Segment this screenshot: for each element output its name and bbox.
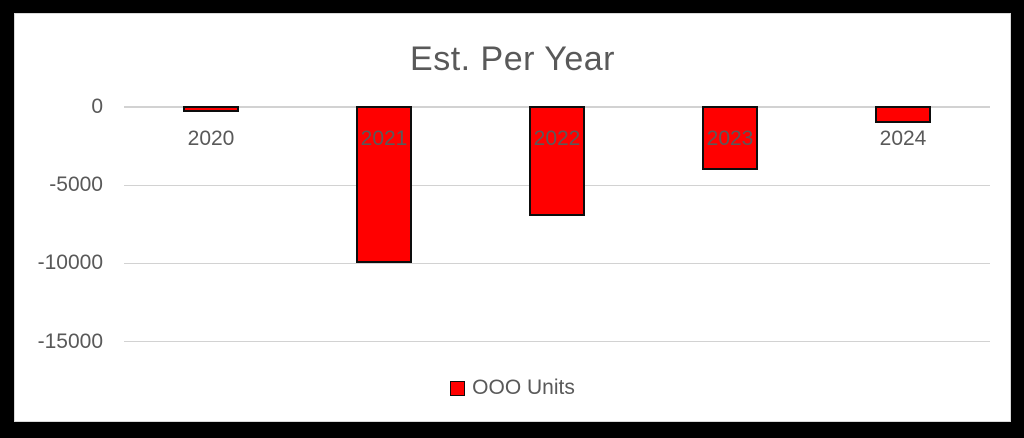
- gridline--10000: [124, 262, 990, 265]
- bar-2020: [183, 106, 239, 112]
- chart-area: Est. Per Year OOO Units 0 -5000 -10000 -150…: [14, 13, 1011, 422]
- legend: OOO Units: [15, 376, 1010, 400]
- legend-label: OOO Units: [472, 376, 575, 399]
- bar-2024: [875, 106, 931, 123]
- legend-marker-icon: [450, 380, 466, 396]
- bar-2023: [702, 106, 758, 170]
- bar-2022: [529, 106, 585, 216]
- chart-title: Est. Per Year: [410, 40, 615, 78]
- category-label-2022: 2022: [533, 127, 581, 150]
- gridline--15000: [124, 340, 990, 343]
- ytick-label--15000: -15000: [37, 329, 103, 353]
- category-label-2024: 2024: [879, 127, 927, 150]
- category-label-2023: 2023: [706, 127, 754, 150]
- ytick-label--10000: -10000: [37, 251, 103, 275]
- ytick-label-0: 0: [91, 95, 103, 118]
- bar-2021: [356, 106, 412, 263]
- category-label-2021: 2021: [360, 127, 408, 150]
- category-label-2020: 2020: [187, 127, 235, 150]
- ytick-label--5000: -5000: [49, 173, 103, 197]
